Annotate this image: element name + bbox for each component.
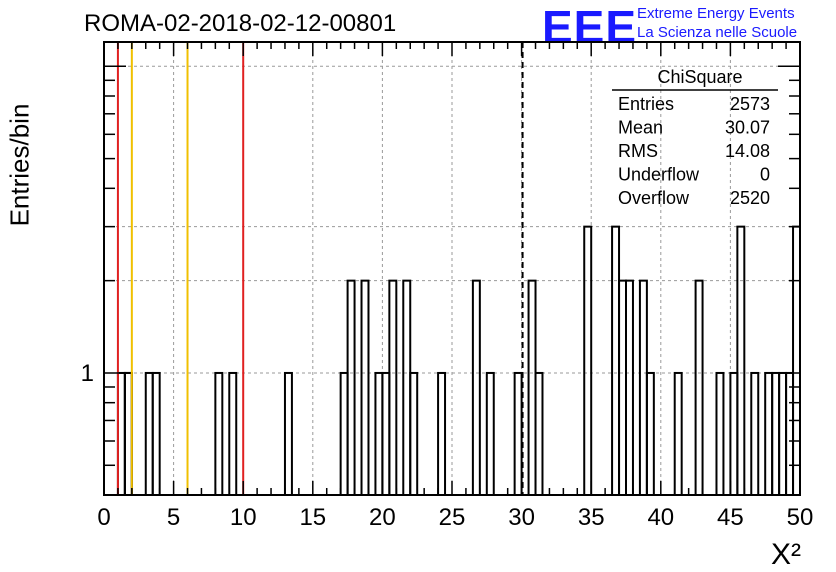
x-tick-label: 35 [578, 504, 605, 531]
x-tick-label: 20 [369, 504, 396, 531]
histogram-bin [283, 371, 293, 497]
histogram-bin [123, 371, 133, 497]
histogram-bin [471, 279, 481, 497]
stats-box: ChiSquare Entries 2573 Mean 30.07 RMS 14.08 Und… [612, 67, 778, 208]
stats-value: 2573 [730, 94, 770, 114]
logo-line-2: La Scienza nelle Scuole [637, 24, 798, 41]
histogram-bin [360, 279, 370, 497]
histogram-bin [792, 225, 801, 496]
stats-value: 0 [760, 165, 770, 185]
histogram-bin [611, 225, 621, 496]
histogram-bin [638, 279, 648, 497]
histogram-bin [645, 371, 655, 497]
histogram-bin [228, 371, 238, 497]
histogram-bars [116, 225, 801, 497]
histogram-bin [214, 371, 224, 497]
stats-value: 30.07 [725, 118, 770, 138]
histogram-bin [583, 225, 593, 496]
x-tick-label: 50 [787, 504, 814, 531]
histogram-bin [778, 371, 788, 497]
stats-label: Overflow [618, 188, 690, 208]
stats-value: 2520 [730, 188, 770, 208]
histogram-bin [402, 279, 412, 497]
histogram-bin [750, 371, 760, 497]
histogram-bin [785, 371, 795, 497]
x-tick-label: 0 [97, 504, 110, 531]
histogram-bin [123, 371, 133, 497]
x-tick-label: 40 [647, 504, 674, 531]
histogram-bin [346, 279, 356, 497]
x-tick-label: 30 [508, 504, 535, 531]
histogram-bin [388, 279, 398, 497]
histogram-bin [764, 371, 774, 497]
stats-label: Underflow [618, 165, 700, 185]
x-tick-label: 10 [230, 504, 257, 531]
histogram-bin [513, 371, 523, 497]
histogram-bin [409, 371, 419, 497]
histogram-bin [381, 371, 391, 497]
histogram-bin [485, 371, 495, 497]
eee-logo: EEE [542, 1, 638, 53]
histogram-bin [116, 371, 126, 497]
x-axis-label: X² [771, 538, 801, 571]
x-tick-label: 15 [299, 504, 326, 531]
logo-line-1: Extreme Energy Events [637, 5, 795, 22]
histogram-bin [144, 371, 154, 497]
stats-value: 14.08 [725, 141, 770, 161]
histogram-bin [534, 371, 544, 497]
stats-label: Entries [618, 94, 674, 114]
histogram-bin [151, 371, 161, 497]
histogram-bin [736, 225, 746, 496]
histogram-bin [437, 371, 447, 497]
run-title: ROMA-02-2018-02-12-00801 [84, 10, 397, 37]
stats-title: ChiSquare [657, 67, 742, 87]
histogram-bin [339, 371, 349, 497]
x-tick-label: 25 [439, 504, 466, 531]
histogram-bin [618, 279, 627, 497]
axes: 0 5 10 15 20 25 30 35 40 45 50 1 [81, 41, 814, 531]
histogram-bin [729, 371, 739, 497]
x-tick-label: 45 [717, 504, 744, 531]
histogram-bin [527, 279, 537, 497]
threshold-lines [116, 42, 524, 495]
histogram-bin [374, 371, 384, 497]
x-tick-label: 5 [167, 504, 180, 531]
histogram-bin [715, 371, 725, 497]
histogram-bin [673, 371, 683, 497]
histogram-bin [771, 371, 781, 497]
stats-label: RMS [618, 141, 658, 161]
y-tick-label: 1 [81, 360, 94, 387]
stats-label: Mean [618, 118, 663, 138]
logo-caption: Extreme Energy Events La Scienza nelle S… [637, 4, 797, 42]
histogram-bin [694, 279, 704, 497]
histogram-bin [625, 279, 634, 497]
